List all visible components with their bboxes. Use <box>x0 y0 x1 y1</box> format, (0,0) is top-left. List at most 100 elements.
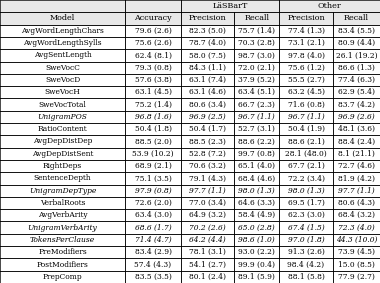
Text: 96.7 (1.1): 96.7 (1.1) <box>288 113 325 121</box>
Text: 72.2 (3.4): 72.2 (3.4) <box>288 174 325 183</box>
Bar <box>125 98 181 111</box>
Text: 78.7 (4.0): 78.7 (4.0) <box>189 39 226 47</box>
Text: 79.3 (0.8): 79.3 (0.8) <box>135 64 171 72</box>
Bar <box>333 86 380 98</box>
Text: AvgWordLengthSylls: AvgWordLengthSylls <box>23 39 102 47</box>
Text: 26.1 (19.2): 26.1 (19.2) <box>336 52 377 59</box>
Bar <box>279 111 333 123</box>
Text: 71.6 (0.8): 71.6 (0.8) <box>288 100 325 109</box>
Bar <box>181 123 234 135</box>
Bar <box>0 135 125 148</box>
Bar <box>279 49 333 61</box>
Bar <box>234 271 279 283</box>
Bar <box>234 135 279 148</box>
Text: 63.1 (7.4): 63.1 (7.4) <box>189 76 226 84</box>
Bar <box>279 258 333 271</box>
Text: PostModifiers: PostModifiers <box>37 261 89 269</box>
Bar <box>333 271 380 283</box>
Bar <box>333 185 380 197</box>
Bar <box>125 271 181 283</box>
Text: 89.1 (5.9): 89.1 (5.9) <box>238 273 275 281</box>
Text: 68.6 (1.7): 68.6 (1.7) <box>135 224 171 231</box>
Bar <box>0 185 125 197</box>
Bar <box>181 74 234 86</box>
Text: LäSBarT: LäSBarT <box>212 2 248 10</box>
Bar <box>333 98 380 111</box>
Text: 52.8 (7.2): 52.8 (7.2) <box>189 150 226 158</box>
Text: 68.9 (2.1): 68.9 (2.1) <box>135 162 171 170</box>
Bar <box>234 12 279 25</box>
Text: 79.1 (4.3): 79.1 (4.3) <box>189 174 226 183</box>
Text: 63.4 (3.0): 63.4 (3.0) <box>135 211 171 219</box>
Text: 75.7 (1.4): 75.7 (1.4) <box>238 27 275 35</box>
Bar <box>181 234 234 246</box>
Bar <box>333 160 380 172</box>
Text: 64.9 (3.2): 64.9 (3.2) <box>189 211 226 219</box>
Text: 58.0 (7.5): 58.0 (7.5) <box>189 52 226 59</box>
Text: VerbalRoots: VerbalRoots <box>40 199 86 207</box>
Bar <box>125 234 181 246</box>
Text: 83.7 (4.2): 83.7 (4.2) <box>338 100 375 109</box>
Bar <box>125 111 181 123</box>
Bar <box>234 209 279 222</box>
Bar <box>181 86 234 98</box>
Text: Precision: Precision <box>287 14 325 22</box>
Text: 63.1 (4.6): 63.1 (4.6) <box>189 88 226 96</box>
Text: 97.7 (1.1): 97.7 (1.1) <box>189 187 226 195</box>
Bar <box>333 197 380 209</box>
Bar <box>0 209 125 222</box>
Text: 77.4 (1.3): 77.4 (1.3) <box>288 27 325 35</box>
Text: 99.9 (0.4): 99.9 (0.4) <box>238 261 275 269</box>
Bar <box>279 222 333 234</box>
Text: 93.0 (2.2): 93.0 (2.2) <box>238 248 275 256</box>
Text: 62.3 (3.0): 62.3 (3.0) <box>288 211 325 219</box>
Bar <box>181 98 234 111</box>
Bar <box>279 246 333 258</box>
Bar <box>333 258 380 271</box>
Text: Recall: Recall <box>244 14 269 22</box>
Text: 81.9 (4.2): 81.9 (4.2) <box>338 174 375 183</box>
Bar <box>0 61 125 74</box>
Bar <box>234 86 279 98</box>
Bar <box>0 123 125 135</box>
Bar <box>279 25 333 37</box>
Text: 64.6 (3.3): 64.6 (3.3) <box>238 199 275 207</box>
Text: AvgDepDistDep: AvgDepDistDep <box>33 138 92 145</box>
Text: Accuracy: Accuracy <box>134 14 172 22</box>
Text: 68.4 (4.6): 68.4 (4.6) <box>238 174 276 183</box>
Text: 48.1 (3.6): 48.1 (3.6) <box>338 125 375 133</box>
Text: 88.6 (2.1): 88.6 (2.1) <box>288 138 325 145</box>
Text: 98.0 (1.3): 98.0 (1.3) <box>288 187 325 195</box>
Bar <box>181 37 234 49</box>
Bar <box>279 271 333 283</box>
Bar <box>279 234 333 246</box>
Text: 88.5 (2.3): 88.5 (2.3) <box>189 138 226 145</box>
Bar <box>181 246 234 258</box>
Text: 75.6 (1.2): 75.6 (1.2) <box>288 64 325 72</box>
Bar <box>234 160 279 172</box>
Text: 63.2 (4.5): 63.2 (4.5) <box>288 88 325 96</box>
Bar <box>234 172 279 185</box>
Text: 66.7 (2.3): 66.7 (2.3) <box>238 100 275 109</box>
Bar <box>0 160 125 172</box>
Text: 69.5 (1.7): 69.5 (1.7) <box>288 199 325 207</box>
Bar <box>333 222 380 234</box>
Bar <box>0 49 125 61</box>
Text: 97.9 (0.8): 97.9 (0.8) <box>135 187 171 195</box>
Bar <box>279 0 380 12</box>
Text: UnigramVerbArity: UnigramVerbArity <box>28 224 98 231</box>
Text: 52.7 (3.1): 52.7 (3.1) <box>238 125 275 133</box>
Text: 67.4 (1.5): 67.4 (1.5) <box>288 224 325 231</box>
Bar <box>0 197 125 209</box>
Bar <box>234 234 279 246</box>
Text: 50.4 (1.8): 50.4 (1.8) <box>135 125 171 133</box>
Bar <box>125 185 181 197</box>
Bar <box>181 185 234 197</box>
Bar <box>181 160 234 172</box>
Bar <box>125 12 181 25</box>
Bar <box>0 222 125 234</box>
Text: 96.9 (2.6): 96.9 (2.6) <box>338 113 375 121</box>
Text: 88.1 (5.8): 88.1 (5.8) <box>288 273 325 281</box>
Bar <box>0 0 125 12</box>
Text: 80.9 (4.4): 80.9 (4.4) <box>338 39 375 47</box>
